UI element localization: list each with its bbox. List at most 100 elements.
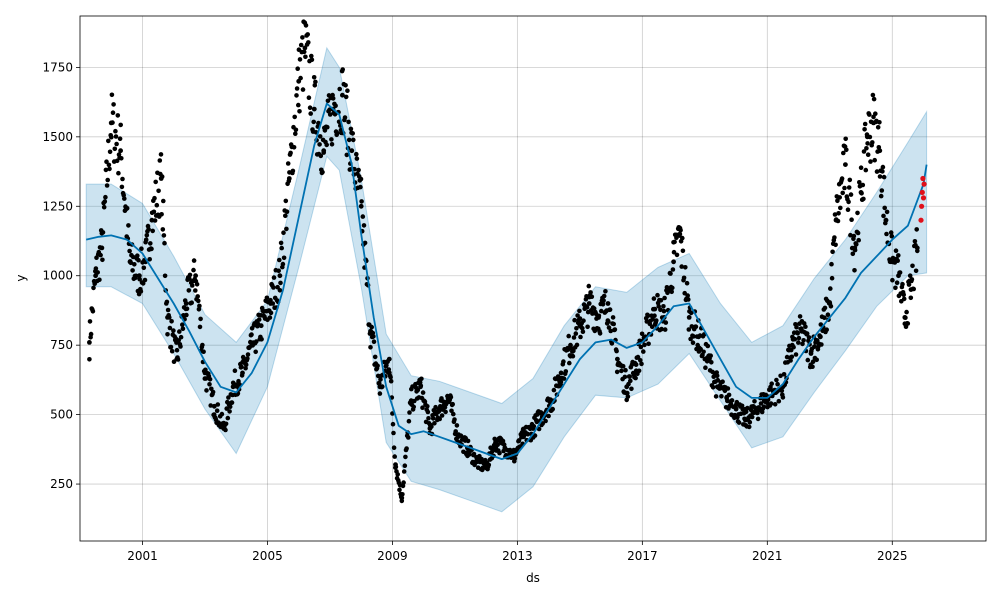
observed-point: [107, 166, 112, 172]
observed-point: [794, 324, 799, 330]
observed-point: [525, 431, 531, 437]
observed-point: [743, 409, 749, 415]
observed-point: [739, 403, 745, 409]
observed-point: [881, 213, 886, 219]
observed-point: [841, 150, 846, 156]
recent-point: [918, 217, 924, 223]
observed-point: [136, 257, 141, 263]
observed-point: [124, 206, 130, 211]
observed-point: [93, 266, 99, 271]
observed-point: [679, 264, 684, 269]
observed-point: [454, 423, 460, 428]
observed-point: [239, 373, 245, 378]
observed-point: [601, 293, 607, 299]
observed-point: [393, 464, 399, 470]
observed-point: [215, 402, 221, 407]
observed-point: [290, 168, 296, 174]
observed-point: [346, 119, 351, 125]
observed-point: [306, 95, 312, 100]
observed-point: [171, 359, 177, 365]
observed-point: [901, 296, 907, 302]
observed-point: [906, 282, 912, 287]
observed-point: [868, 119, 874, 125]
observed-point: [859, 191, 864, 196]
observed-point: [685, 293, 690, 298]
observed-point: [321, 150, 327, 155]
x-axis-label: ds: [526, 571, 540, 585]
observed-point: [683, 265, 688, 270]
observed-point: [346, 137, 352, 143]
observed-point: [356, 167, 361, 173]
observed-point: [420, 390, 426, 395]
observed-point: [255, 321, 261, 327]
observed-point: [227, 404, 233, 410]
observed-point: [908, 295, 914, 301]
observed-point: [286, 178, 292, 184]
y-gridlines: [80, 66, 986, 485]
observed-point: [879, 188, 885, 193]
observed-point: [867, 134, 873, 140]
observed-point: [305, 32, 311, 37]
observed-point: [628, 378, 633, 384]
observed-point: [828, 304, 834, 309]
observed-point: [349, 148, 355, 154]
x-tick-label: 2013: [502, 549, 533, 563]
observed-point: [256, 317, 262, 322]
observed-point: [911, 286, 916, 292]
observed-point: [691, 334, 696, 339]
observed-point: [661, 308, 667, 314]
observed-point: [603, 289, 608, 294]
observed-point: [633, 375, 638, 381]
observed-point: [868, 159, 873, 164]
observed-point: [789, 354, 795, 360]
observed-point: [429, 424, 434, 429]
observed-point: [571, 348, 576, 354]
observed-point: [623, 367, 628, 373]
observed-point: [749, 414, 755, 420]
observed-point: [377, 391, 383, 396]
observed-point: [97, 245, 103, 250]
observed-point: [729, 398, 735, 403]
observed-point: [862, 121, 868, 127]
observed-point: [862, 127, 867, 132]
observed-point: [229, 400, 235, 405]
observed-point: [775, 381, 780, 387]
observed-point: [368, 345, 373, 350]
observed-point: [281, 230, 286, 235]
observed-point: [375, 363, 380, 369]
observed-point: [245, 352, 251, 357]
observed-point: [465, 438, 471, 444]
observed-point: [207, 382, 212, 387]
observed-point: [392, 454, 398, 459]
observed-point: [804, 331, 810, 336]
observed-point: [849, 217, 854, 222]
observed-point: [109, 134, 114, 140]
observed-point: [277, 273, 283, 279]
observed-point: [819, 342, 824, 347]
observed-point: [196, 298, 201, 304]
observed-point: [846, 185, 852, 190]
observed-point: [411, 404, 417, 410]
observed-point: [586, 301, 592, 306]
observed-point: [284, 226, 289, 232]
observed-point: [769, 381, 774, 387]
observed-point: [371, 339, 377, 345]
observed-point: [584, 304, 590, 310]
observed-point: [128, 260, 134, 266]
observed-point: [298, 42, 304, 48]
observed-point: [873, 111, 878, 116]
observed-point: [243, 365, 248, 371]
observed-point: [896, 253, 901, 258]
observed-point: [167, 325, 173, 331]
observed-point: [843, 136, 848, 142]
observed-point: [512, 456, 518, 461]
observed-point: [106, 138, 111, 144]
observed-point: [810, 364, 815, 370]
observed-point: [830, 249, 835, 255]
y-tick-label: 1500: [42, 130, 73, 144]
observed-point: [178, 344, 183, 349]
observed-point: [182, 298, 188, 303]
observed-point: [143, 237, 149, 243]
observed-point: [361, 223, 367, 228]
